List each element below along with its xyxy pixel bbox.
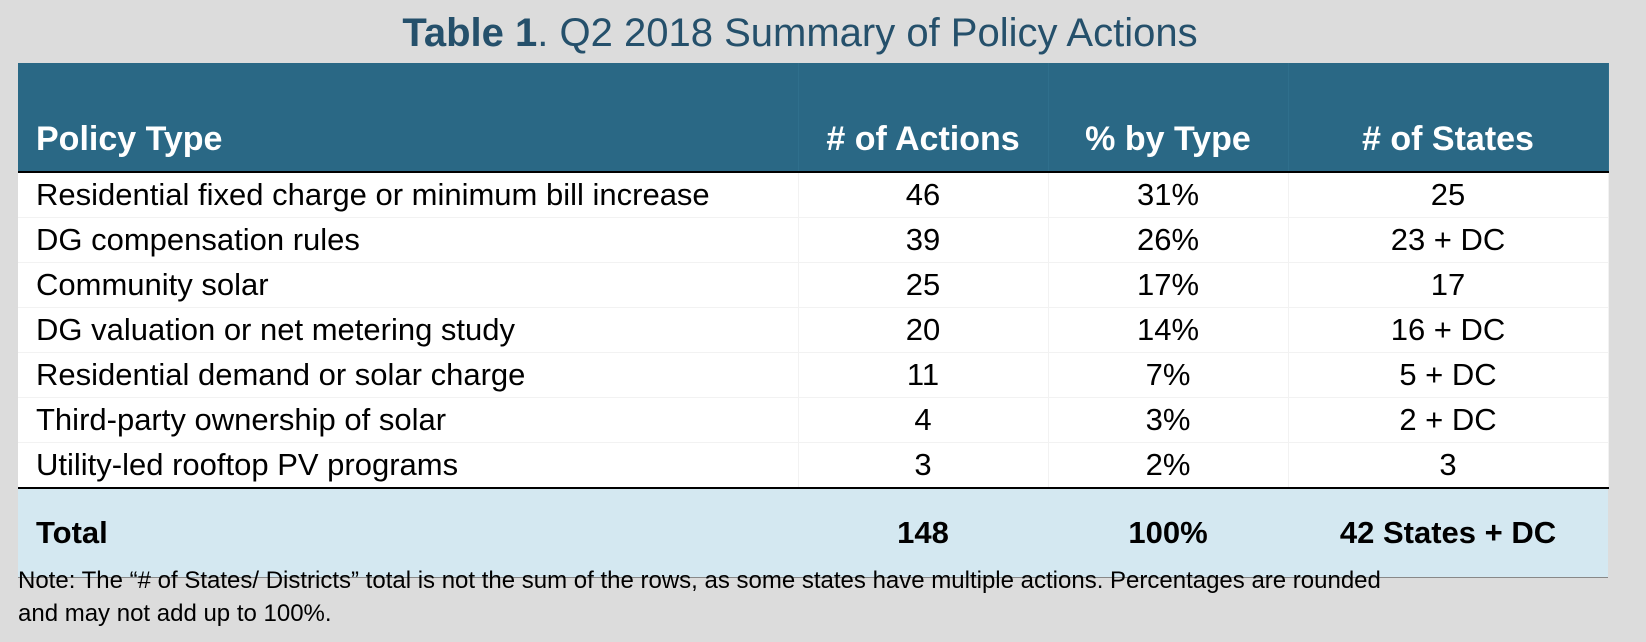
table-row: Residential demand or solar charge 11 7%…: [18, 352, 1609, 398]
states-cell: 17: [1288, 262, 1609, 308]
policy-type-cell: Utility-led rooftop PV programs: [18, 442, 799, 489]
percent-cell: 31%: [1048, 171, 1289, 218]
states-cell: 16 + DC: [1288, 307, 1609, 353]
policy-type-cell: DG valuation or net metering study: [18, 307, 799, 353]
states-cell: 25: [1288, 171, 1609, 218]
percent-cell: 26%: [1048, 217, 1289, 263]
states-cell: 5 + DC: [1288, 352, 1609, 398]
table-row: Community solar 25 17% 17: [18, 262, 1609, 308]
actions-cell: 3: [798, 442, 1049, 489]
table-header-row: Policy Type # of Actions % by Type # of …: [18, 63, 1609, 172]
actions-cell: 39: [798, 217, 1049, 263]
policy-type-cell: DG compensation rules: [18, 217, 799, 263]
total-label: Total: [18, 488, 798, 578]
total-row: Total 148 100% 42 States + DC: [18, 488, 1608, 578]
header-num-actions: # of Actions: [798, 63, 1049, 172]
table-row: DG compensation rules 39 26% 23 + DC: [18, 217, 1609, 263]
actions-cell: 20: [798, 307, 1049, 353]
policy-type-cell: Third-party ownership of solar: [18, 397, 799, 443]
actions-cell: 11: [798, 352, 1049, 398]
note-line-1: Note: The “# of States/ Districts” total…: [18, 567, 1381, 594]
states-cell: 23 + DC: [1288, 217, 1609, 263]
table-row: DG valuation or net metering study 20 14…: [18, 307, 1609, 353]
header-num-states: # of States: [1288, 63, 1609, 172]
actions-cell: 4: [798, 397, 1049, 443]
header-policy-type: Policy Type: [18, 63, 799, 172]
percent-cell: 14%: [1048, 307, 1289, 353]
actions-cell: 25: [798, 262, 1049, 308]
states-cell: 2 + DC: [1288, 397, 1609, 443]
header-pct-by-type: % by Type: [1048, 63, 1289, 172]
actions-cell: 46: [798, 171, 1049, 218]
table-row: Third-party ownership of solar 4 3% 2 + …: [18, 397, 1609, 443]
note-line-2: and may not add up to 100%.: [18, 600, 332, 627]
percent-cell: 3%: [1048, 397, 1289, 443]
table-title-label: Table 1: [402, 11, 538, 55]
policy-type-cell: Community solar: [18, 262, 799, 308]
total-percent: 100%: [1048, 488, 1288, 578]
total-states: 42 States + DC: [1288, 488, 1608, 578]
states-cell: 3: [1288, 442, 1609, 489]
table-title-text: . Q2 2018 Summary of Policy Actions: [537, 11, 1198, 55]
policy-type-cell: Residential fixed charge or minimum bill…: [18, 171, 799, 218]
total-actions: 148: [798, 488, 1048, 578]
table-title: Table 1. Q2 2018 Summary of Policy Actio…: [0, 8, 1600, 58]
table-row: Residential fixed charge or minimum bill…: [18, 171, 1609, 218]
table-note: Note: The “# of States/ Districts” total…: [18, 564, 1618, 630]
percent-cell: 7%: [1048, 352, 1289, 398]
policy-type-cell: Residential demand or solar charge: [18, 352, 799, 398]
table-row: Utility-led rooftop PV programs 3 2% 3: [18, 442, 1609, 489]
percent-cell: 2%: [1048, 442, 1289, 489]
policy-actions-table: Policy Type # of Actions % by Type # of …: [18, 63, 1609, 578]
percent-cell: 17%: [1048, 262, 1289, 308]
